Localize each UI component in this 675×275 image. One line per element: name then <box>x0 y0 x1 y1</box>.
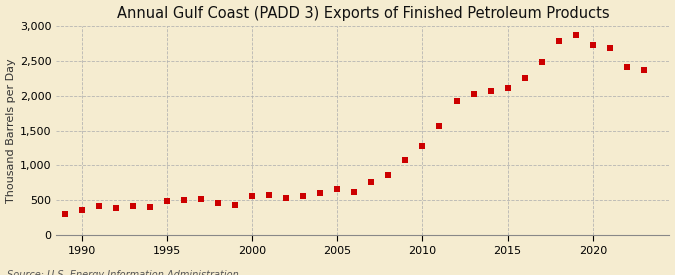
Point <box>502 86 513 90</box>
Point <box>179 197 190 202</box>
Point <box>587 43 598 48</box>
Point <box>604 45 615 50</box>
Point <box>434 123 445 128</box>
Point <box>400 158 411 162</box>
Point <box>264 193 275 197</box>
Point <box>315 191 325 196</box>
Point <box>196 197 207 201</box>
Point <box>246 194 257 198</box>
Point <box>76 208 87 212</box>
Y-axis label: Thousand Barrels per Day: Thousand Barrels per Day <box>5 58 16 203</box>
Point <box>230 202 240 207</box>
Point <box>622 65 632 69</box>
Point <box>536 60 547 64</box>
Point <box>451 99 462 103</box>
Point <box>417 144 428 148</box>
Point <box>519 76 530 80</box>
Point <box>639 67 649 72</box>
Point <box>366 180 377 185</box>
Title: Annual Gulf Coast (PADD 3) Exports of Finished Petroleum Products: Annual Gulf Coast (PADD 3) Exports of Fi… <box>117 6 609 21</box>
Point <box>554 38 564 43</box>
Point <box>468 92 479 97</box>
Text: Source: U.S. Energy Information Administration: Source: U.S. Energy Information Administ… <box>7 271 238 275</box>
Point <box>298 194 308 198</box>
Point <box>383 172 394 177</box>
Point <box>144 205 155 210</box>
Point <box>161 199 172 203</box>
Point <box>349 190 360 194</box>
Point <box>332 187 343 191</box>
Point <box>111 205 122 210</box>
Point <box>570 33 581 37</box>
Point <box>128 204 138 208</box>
Point <box>59 211 70 216</box>
Point <box>485 89 496 93</box>
Point <box>213 201 223 205</box>
Point <box>281 196 292 200</box>
Point <box>93 204 104 208</box>
